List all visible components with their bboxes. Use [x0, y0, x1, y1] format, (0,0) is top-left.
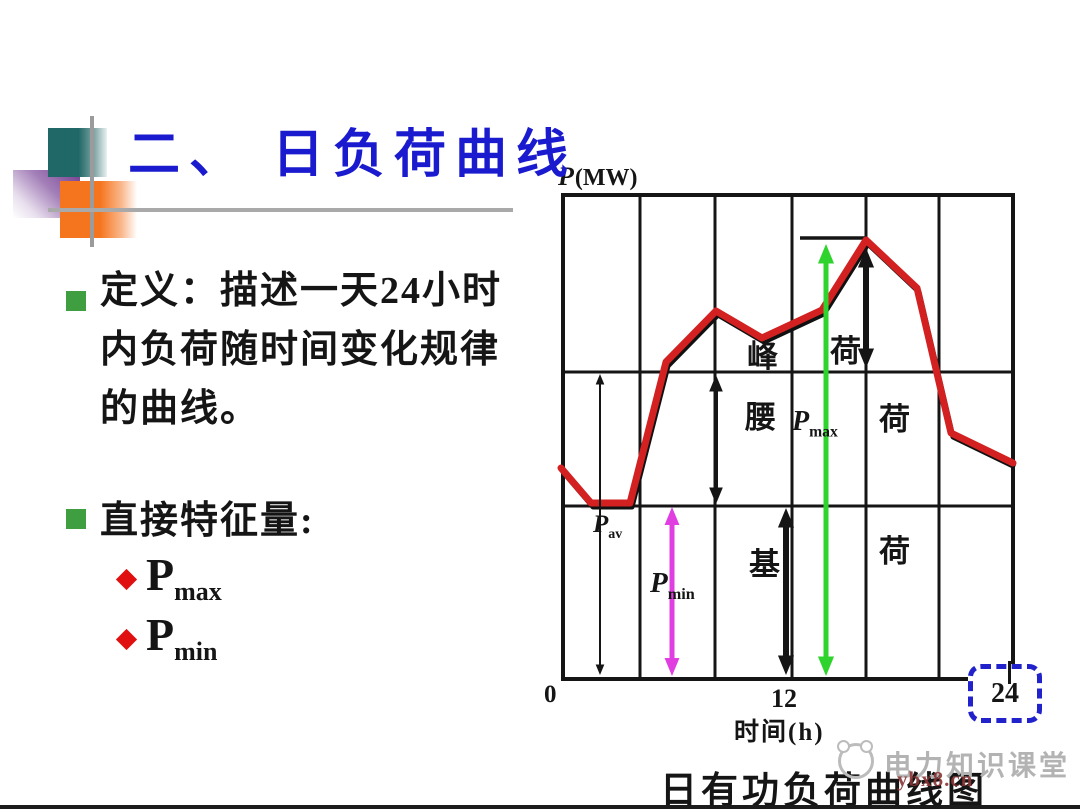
y-axis-unit: (MW) — [574, 165, 638, 191]
watermark-logo-ear-icon — [837, 740, 850, 753]
p-min-label: Pmin — [650, 569, 695, 602]
slide-bottom-border — [0, 805, 1080, 809]
pmax-symbol: P — [146, 549, 175, 600]
y-axis-label: P(MW) — [558, 162, 638, 192]
definition-line-2: 内负荷随时间变化规律 — [100, 329, 501, 371]
waist-arrow-head-down — [709, 487, 723, 504]
p-max-arrow-head-up — [817, 244, 835, 264]
p-min-subscript: min — [667, 584, 695, 603]
chart-border — [561, 193, 1015, 681]
x-tick-24: 24 — [991, 677, 1019, 709]
x-axis-label: 时间(h) — [734, 719, 825, 746]
x-tick-24-dashed-box: 24 — [968, 664, 1042, 723]
p-av-symbol: P — [593, 511, 609, 538]
base-arrow-head-down — [777, 655, 795, 675]
x-tick-0: 0 — [544, 681, 557, 708]
p-min-arrow-head-up — [664, 507, 680, 525]
pmax-subscript: max — [174, 577, 222, 607]
p-max-label: Pmax — [792, 408, 838, 440]
region-label-peak-1: 峰 — [747, 339, 778, 374]
p-min-symbol: P — [650, 567, 668, 599]
p-av-arrow-head-up — [595, 374, 605, 385]
region-label-waist-1: 腰 — [745, 400, 776, 435]
definition-line-1: 定义：描述一天24小时 — [100, 270, 503, 312]
bullet-square-icon — [66, 291, 86, 311]
pmin-symbol: P — [146, 609, 175, 660]
y-axis-symbol: P — [558, 162, 574, 191]
waist-arrow-head-up — [709, 375, 723, 392]
base-arrow-head-up — [777, 508, 795, 528]
decor-vertical-rule — [90, 116, 94, 247]
feature-item-pmin: Pmin — [146, 612, 217, 665]
peak-arrow-head-down — [857, 348, 875, 368]
region-label-peak-2: 荷 — [830, 334, 861, 369]
p-max-symbol: P — [792, 406, 810, 437]
p-max-arrow-head-down — [817, 656, 835, 676]
pmin-subscript: min — [174, 637, 218, 667]
figure-caption: 日有功负荷曲线图 — [660, 771, 988, 810]
definition-text: 定义：描述一天24小时 内负荷随时间变化规律 的曲线。 — [100, 262, 570, 439]
x-tick-12: 12 — [771, 684, 797, 713]
bullet-square-icon — [66, 509, 86, 529]
p-max-subscript: max — [809, 423, 838, 441]
region-label-waist-2: 荷 — [879, 402, 910, 437]
watermark-logo-icon — [837, 740, 874, 779]
watermark-brand-text: 电力知识课堂 — [884, 751, 1071, 782]
features-heading: 直接特征量: — [100, 500, 315, 542]
chart-right-border-stub — [1008, 661, 1011, 684]
load-curve-shadow — [561, 241, 1017, 510]
decor-teal-square — [48, 128, 107, 177]
load-curve — [557, 236, 1017, 507]
watermark-logo-ear-icon — [860, 740, 873, 753]
p-av-label: Pav — [593, 512, 622, 542]
title-underline-rule — [48, 208, 513, 212]
peak-arrow-head-up — [857, 248, 875, 268]
feature-item-pmax: Pmax — [146, 552, 222, 605]
region-label-base-1: 基 — [749, 547, 780, 582]
slide-title: 二、 日负荷曲线 — [128, 127, 578, 184]
region-label-base-2: 荷 — [879, 534, 910, 569]
definition-line-3: 的曲线。 — [100, 388, 261, 430]
p-av-subscript: av — [608, 527, 623, 542]
p-av-arrow-head-down — [595, 664, 605, 675]
p-min-arrow-head-down — [664, 658, 680, 676]
watermark-site-text: ybx8.cn — [897, 767, 974, 791]
